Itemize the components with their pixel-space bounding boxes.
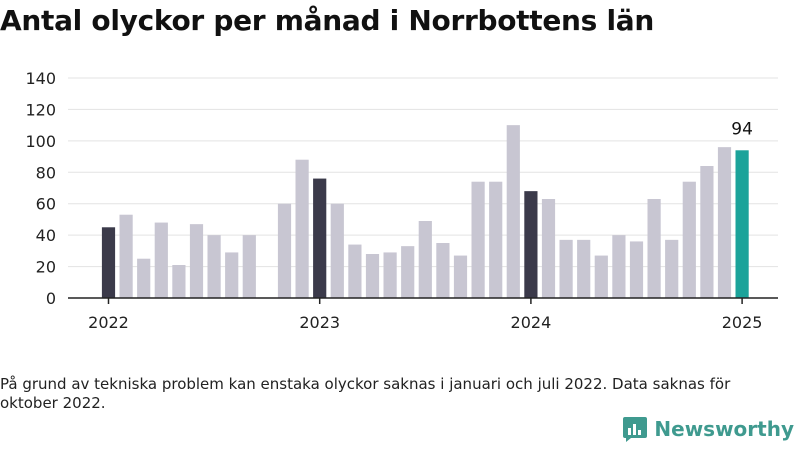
bar xyxy=(348,244,362,298)
y-tick-label: 120 xyxy=(25,100,56,119)
bar xyxy=(489,181,503,298)
bar xyxy=(436,243,450,298)
gridlines xyxy=(68,77,778,268)
footnote: På grund av tekniska problem kan enstaka… xyxy=(0,375,731,412)
bar xyxy=(295,159,309,298)
x-tick-label: 2024 xyxy=(511,313,552,332)
bar xyxy=(665,239,679,298)
bar xyxy=(365,254,380,298)
y-tick-label: 80 xyxy=(36,163,56,182)
bar xyxy=(594,255,608,298)
bar xyxy=(119,214,133,298)
x-tick-label: 2022 xyxy=(88,313,129,332)
bar xyxy=(717,147,732,298)
bar xyxy=(313,178,327,298)
x-tick-label: 2025 xyxy=(722,313,763,332)
y-tick-label: 40 xyxy=(36,226,56,245)
newsworthy-logo: Newsworthy xyxy=(622,416,794,442)
newsworthy-logo-icon xyxy=(623,417,648,442)
y-tick-label: 0 xyxy=(46,289,56,308)
data-labels: 94 xyxy=(731,119,753,139)
bar xyxy=(242,235,256,298)
y-tick-label: 60 xyxy=(36,195,56,214)
x-axis: 2022 2023 2024 2025 xyxy=(68,297,778,332)
bar xyxy=(541,199,556,298)
bar xyxy=(453,255,468,298)
bar xyxy=(189,224,204,298)
bar xyxy=(682,181,696,298)
bar xyxy=(629,241,644,298)
data-label: 94 xyxy=(731,119,753,139)
bar xyxy=(471,181,485,298)
bar-chart: 0 20 40 60 80 100 120 140 2022 2023 2024 2025 94 xyxy=(25,69,778,332)
bar xyxy=(401,246,415,298)
bar xyxy=(418,221,432,298)
chart-title: Antal olyckor per månad i Norrbottens lä… xyxy=(0,4,654,37)
brand-name: Newsworthy xyxy=(654,417,794,441)
bar xyxy=(137,258,151,298)
y-axis-tick-labels: 0 20 40 60 80 100 120 140 xyxy=(25,69,56,308)
bar xyxy=(383,252,397,298)
bar xyxy=(225,252,239,298)
bar xyxy=(277,203,292,298)
bar xyxy=(700,166,714,298)
bar xyxy=(172,265,186,298)
bar xyxy=(524,191,538,298)
x-tick-label: 2023 xyxy=(299,313,340,332)
bar xyxy=(154,222,168,298)
y-tick-label: 140 xyxy=(25,69,56,88)
bar xyxy=(735,150,749,298)
bar xyxy=(577,239,591,298)
y-tick-label: 100 xyxy=(25,132,56,151)
bar xyxy=(330,203,344,298)
bar xyxy=(101,227,116,298)
y-tick-label: 20 xyxy=(36,258,56,277)
bar xyxy=(647,199,661,298)
bar xyxy=(612,235,626,298)
bar xyxy=(207,235,221,298)
bar xyxy=(506,125,520,299)
bars xyxy=(101,125,749,299)
bar xyxy=(559,239,573,298)
